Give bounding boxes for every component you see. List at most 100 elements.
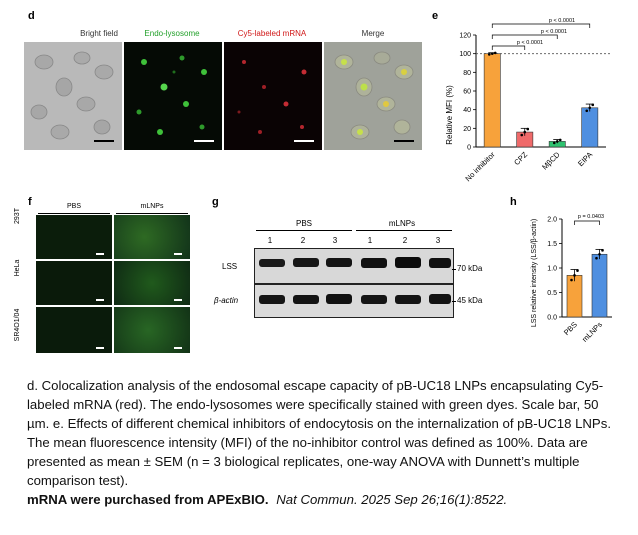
significance-bracket xyxy=(491,34,558,39)
significance-bracket xyxy=(574,220,600,225)
f-image-hela-mlnps xyxy=(114,261,190,305)
caption-source: mRNA were purchased from APExBIO. xyxy=(27,492,269,507)
lane-label: 3 xyxy=(332,236,338,245)
western-blot-actin xyxy=(254,284,454,318)
size-label-45: 45 kDa xyxy=(457,296,483,305)
data-point xyxy=(490,52,494,55)
col-label-pbs: PBS xyxy=(66,203,81,210)
x-tick-label: EIPA xyxy=(576,150,594,168)
y-tick-label: 100 xyxy=(459,51,471,58)
data-point xyxy=(595,256,598,260)
row-label-293t: 293T xyxy=(14,208,21,224)
pvalue-label: p < 0.0001 xyxy=(517,40,543,46)
lane-label: 1 xyxy=(267,236,273,245)
y-tick-label: 1.0 xyxy=(547,266,557,273)
y-tick-label: 40 xyxy=(463,107,471,114)
bar xyxy=(566,275,583,318)
col-label-endo-lysosome: Endo-lysosome xyxy=(144,29,200,38)
y-tick-label: 1.5 xyxy=(547,241,557,248)
f-image-293t-mlnps xyxy=(114,215,190,259)
col-label-bright-field: Bright field xyxy=(80,29,118,38)
x-tick-label: CPZ xyxy=(512,150,529,167)
bar xyxy=(581,107,599,148)
y-tick-label: 2.0 xyxy=(547,217,557,224)
f-image-sr-mlnps xyxy=(114,307,190,353)
data-point xyxy=(558,138,562,142)
size-tick xyxy=(452,269,456,270)
blot-label-actin: β-actin xyxy=(214,296,239,305)
lane-label: 3 xyxy=(435,236,441,245)
data-point xyxy=(523,130,527,134)
merge-image xyxy=(324,42,422,150)
data-point xyxy=(526,127,530,131)
pvalue-label: p = 0.0403 xyxy=(578,214,604,220)
figure-caption: d. Colocalization analysis of the endoso… xyxy=(27,376,617,509)
panel-d-label: d xyxy=(28,10,35,22)
y-tick-label: 20 xyxy=(463,126,471,133)
data-point xyxy=(601,249,604,252)
bar xyxy=(483,53,501,148)
western-blot-lss xyxy=(254,248,454,284)
bar xyxy=(591,253,608,318)
x-tick-label: PBS xyxy=(562,320,579,337)
chart-h: LSS relative intensity (LSS/β-actin) 0.0… xyxy=(531,214,612,344)
group-underline xyxy=(256,230,352,231)
data-point xyxy=(552,141,556,145)
significance-bracket xyxy=(491,23,591,28)
group-label-pbs: PBS xyxy=(295,219,312,228)
bright-field-image xyxy=(24,42,122,150)
x-tick-label: No inhibitor xyxy=(463,150,497,184)
data-point xyxy=(555,140,559,143)
data-point xyxy=(570,278,573,282)
row-label-hela: HeLa xyxy=(14,259,21,277)
blot-label-lss: LSS xyxy=(222,262,238,271)
group-underline xyxy=(356,230,452,231)
f-image-hela-pbs xyxy=(36,261,112,305)
f-image-sr-pbs xyxy=(36,307,112,353)
data-point xyxy=(576,269,579,272)
significance-bracket xyxy=(491,45,526,50)
cy5-mrna-image xyxy=(224,42,322,150)
scale-bar xyxy=(194,140,214,142)
data-point xyxy=(520,133,524,137)
caption-citation: Nat Commun. 2025 Sep 26;16(1):8522. xyxy=(276,492,508,507)
lane-label: 1 xyxy=(367,236,373,245)
group-label-mlnps: mLNPs xyxy=(388,219,416,228)
col-underline xyxy=(38,213,110,214)
x-tick-label: mLNPs xyxy=(580,320,604,344)
lane-label: 2 xyxy=(300,236,306,245)
col-label-mlnps: mLNPs xyxy=(140,203,164,210)
data-point xyxy=(591,103,595,107)
data-point xyxy=(573,274,576,277)
x-tick-label: MβCD xyxy=(540,150,562,172)
scale-bar xyxy=(94,140,114,142)
scale-bar xyxy=(394,140,414,142)
y-tick-label: 0.5 xyxy=(547,290,557,297)
endo-lysosome-image xyxy=(124,42,222,150)
row-label-sr4o1: SR4O1/04 xyxy=(14,308,21,342)
y-tick-label: 80 xyxy=(463,70,471,77)
y-tick-label: 0.0 xyxy=(547,315,557,322)
data-point xyxy=(487,53,491,56)
caption-text: d. Colocalization analysis of the endoso… xyxy=(27,378,611,488)
col-label-cy5-mrna: Cy5-labeled mRNA xyxy=(237,29,307,38)
y-tick-label: 120 xyxy=(459,33,471,40)
y-tick-label: 0 xyxy=(467,145,471,152)
pvalue-label: p < 0.0001 xyxy=(549,18,575,24)
data-point xyxy=(585,109,589,113)
chart-e: Relative MFI (%) 0 20 40 60 80 100 120 No inhi… xyxy=(445,18,612,184)
chart-e-ylabel: Relative MFI (%) xyxy=(445,85,454,145)
data-point xyxy=(588,106,592,110)
lane-label: 2 xyxy=(402,236,408,245)
size-tick xyxy=(452,301,456,302)
size-label-70: 70 kDa xyxy=(457,264,483,273)
col-label-merge: Merge xyxy=(361,29,385,38)
f-image-293t-pbs xyxy=(36,215,112,259)
chart-h-ylabel: LSS relative intensity (LSS/β-actin) xyxy=(531,219,538,327)
scale-bar xyxy=(294,140,314,142)
panel-g-label: g xyxy=(212,196,219,208)
chart-h-ylabel-text: LSS relative intensity (LSS/β-actin) xyxy=(531,219,538,327)
data-point xyxy=(598,252,601,256)
panel-e-label: e xyxy=(432,10,439,22)
data-point xyxy=(493,51,497,55)
